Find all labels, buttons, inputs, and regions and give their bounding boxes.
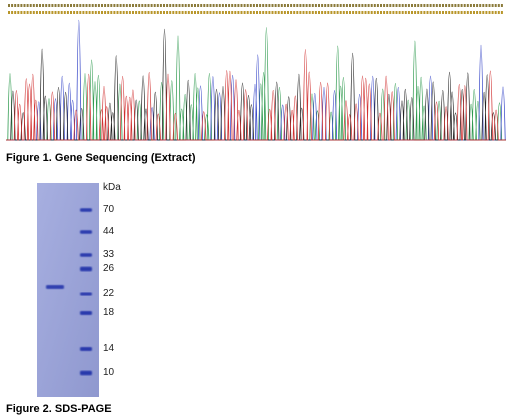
marker-band-10 <box>80 370 92 376</box>
marker-label-22: 22 <box>103 288 115 299</box>
marker-band-33 <box>80 253 92 257</box>
figure-1-caption: Figure 1. Gene Sequencing (Extract) <box>6 152 196 164</box>
marker-label-14: 14 <box>103 343 115 354</box>
figure-2-caption: Figure 2. SDS-PAGE <box>6 403 112 415</box>
marker-label-70: 70 <box>103 204 115 215</box>
marker-label-44: 44 <box>103 226 115 237</box>
marker-band-44 <box>80 230 92 234</box>
marker-band-14 <box>80 347 92 351</box>
kda-unit-label: kDa <box>103 182 121 193</box>
marker-label-26: 26 <box>103 263 115 274</box>
marker-label-10: 10 <box>103 367 115 378</box>
sample-band <box>46 285 64 289</box>
marker-band-18 <box>80 311 92 315</box>
marker-label-18: 18 <box>103 307 115 318</box>
marker-band-26 <box>80 266 92 272</box>
trace-T <box>6 49 506 141</box>
sequence-header <box>8 4 503 14</box>
sds-page-gel <box>37 183 99 397</box>
gel-lanes <box>37 183 99 397</box>
sequencing-chromatogram <box>6 2 506 148</box>
chromatogram-traces <box>6 4 506 141</box>
marker-band-70 <box>80 208 92 212</box>
trace-A <box>6 27 506 141</box>
marker-label-33: 33 <box>103 249 115 260</box>
marker-band-22 <box>80 292 92 296</box>
